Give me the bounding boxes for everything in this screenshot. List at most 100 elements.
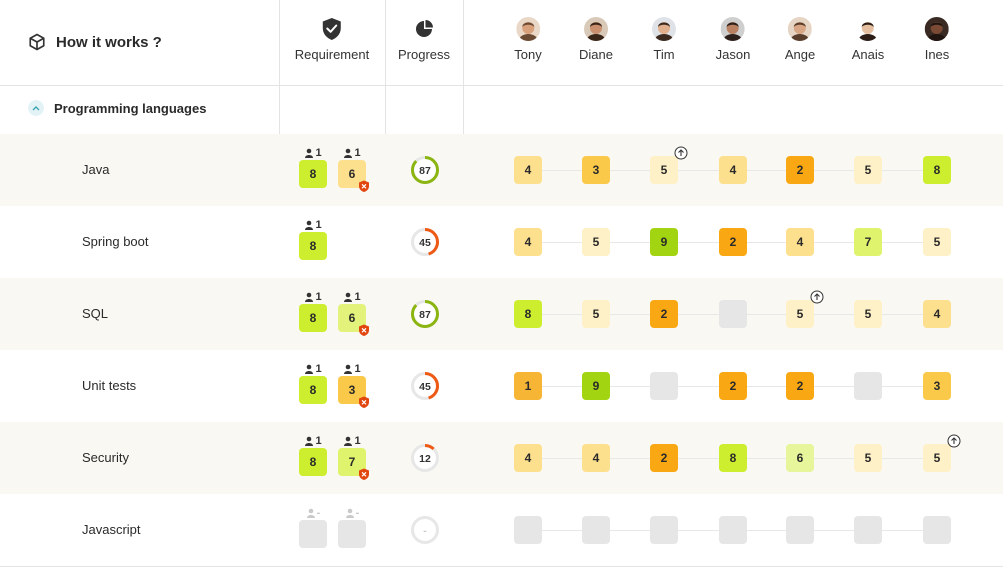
avatar[interactable] bbox=[652, 17, 676, 41]
skill-level-cell[interactable]: 8 bbox=[923, 156, 951, 184]
avatar[interactable] bbox=[720, 17, 745, 41]
skill-level-cell[interactable]: 2 bbox=[650, 300, 678, 328]
skill-level-value: 5 bbox=[864, 307, 872, 321]
skill-level-cell[interactable]: 9 bbox=[650, 228, 678, 256]
skill-level-cell[interactable]: 5 bbox=[786, 290, 824, 328]
requirement-level-value: 8 bbox=[309, 167, 317, 181]
shield-alert-icon bbox=[359, 324, 369, 336]
person-column-header[interactable]: Jason bbox=[716, 17, 750, 62]
skill-level-cell[interactable] bbox=[582, 516, 610, 544]
skill-level-cell[interactable] bbox=[719, 516, 747, 544]
skill-level-cell[interactable]: 5 bbox=[854, 300, 882, 328]
requirement-level-value: 3 bbox=[348, 383, 356, 397]
skill-level-cell[interactable]: 4 bbox=[786, 228, 814, 256]
avatar[interactable] bbox=[516, 17, 540, 41]
skill-level-cell[interactable]: 5 bbox=[854, 444, 882, 472]
avatar[interactable] bbox=[584, 17, 608, 41]
skill-level-cell[interactable] bbox=[854, 516, 882, 544]
person-column-header[interactable]: Diane bbox=[579, 17, 613, 62]
person-column-header[interactable]: Ines bbox=[924, 17, 950, 62]
progress-ring: 45 bbox=[410, 371, 440, 401]
skill-level-cell[interactable] bbox=[923, 516, 951, 544]
requirement-count: 1 bbox=[304, 434, 322, 448]
box-icon bbox=[29, 33, 45, 51]
skill-level-cell[interactable]: 5 bbox=[854, 156, 882, 184]
skill-level-cell[interactable]: 7 bbox=[854, 228, 882, 256]
person-column-header[interactable]: Tony bbox=[514, 17, 542, 62]
group-label: Programming languages bbox=[54, 100, 207, 116]
skill-level-value: 5 bbox=[592, 235, 600, 249]
person-column-header[interactable]: Tim bbox=[652, 17, 676, 62]
person-name: Ines bbox=[924, 47, 950, 62]
skill-level-value: 5 bbox=[796, 307, 804, 321]
person-icon bbox=[305, 220, 314, 230]
avatar[interactable] bbox=[856, 17, 880, 41]
skill-level-cell[interactable]: 2 bbox=[786, 156, 814, 184]
skill-level-cell[interactable]: 5 bbox=[923, 228, 951, 256]
skill-level-cell[interactable] bbox=[719, 300, 747, 328]
arrow-up-circle-icon bbox=[947, 434, 961, 448]
skill-level-cell[interactable] bbox=[514, 516, 542, 544]
skill-level-value: 2 bbox=[796, 163, 804, 177]
avatar[interactable] bbox=[788, 17, 812, 41]
skill-level-cell[interactable]: 5 bbox=[582, 228, 610, 256]
avatar[interactable] bbox=[924, 17, 949, 41]
skill-level-cell[interactable] bbox=[650, 372, 678, 400]
skill-level-value: 8 bbox=[729, 451, 737, 465]
skill-level-cell[interactable] bbox=[650, 516, 678, 544]
page-title-text: How it works ? bbox=[56, 33, 162, 51]
skill-level-cell[interactable]: 5 bbox=[582, 300, 610, 328]
skill-level-cell[interactable]: 4 bbox=[923, 300, 951, 328]
skill-level-cell[interactable]: 3 bbox=[923, 372, 951, 400]
requirement-level bbox=[338, 520, 366, 548]
progress-label: Progress bbox=[397, 47, 451, 62]
person-column-header[interactable]: Ange bbox=[785, 17, 815, 62]
person-icon bbox=[344, 148, 353, 158]
skill-level-cell[interactable]: 2 bbox=[719, 372, 747, 400]
requirement-count-value: 1 bbox=[315, 147, 322, 159]
skill-level-cell[interactable]: 6 bbox=[786, 444, 814, 472]
skill-level-cell[interactable]: 2 bbox=[650, 444, 678, 472]
person-name: Anais bbox=[851, 47, 885, 62]
skill-level-value: 3 bbox=[933, 379, 941, 393]
skill-level-cell[interactable]: 4 bbox=[582, 444, 610, 472]
requirement-count: - bbox=[306, 506, 320, 520]
group-programming-languages[interactable]: Programming languages bbox=[28, 100, 206, 116]
progress-value: 12 bbox=[419, 453, 431, 465]
skill-level-cell[interactable]: 2 bbox=[719, 228, 747, 256]
skill-level-cell[interactable]: 1 bbox=[514, 372, 542, 400]
person-column-header[interactable]: Anais bbox=[851, 17, 885, 62]
skill-level-cell[interactable]: 5 bbox=[650, 146, 688, 184]
skill-level-cell[interactable]: 4 bbox=[514, 228, 542, 256]
skill-level-cell[interactable]: 9 bbox=[582, 372, 610, 400]
person-icon bbox=[305, 436, 314, 446]
skill-level-cell[interactable]: 8 bbox=[514, 300, 542, 328]
requirement-level: 7 bbox=[338, 448, 369, 480]
requirement-item[interactable]: - bbox=[338, 506, 366, 548]
chevron-up-icon[interactable] bbox=[28, 100, 44, 116]
skill-level-cell[interactable]: 4 bbox=[719, 156, 747, 184]
skill-level-cell[interactable] bbox=[854, 372, 882, 400]
skill-level-value: 4 bbox=[524, 235, 532, 249]
skill-level-cell[interactable]: 2 bbox=[786, 372, 814, 400]
skill-level-cell[interactable]: 8 bbox=[719, 444, 747, 472]
skill-level-value: 4 bbox=[933, 307, 941, 321]
skill-level-cell[interactable]: 4 bbox=[514, 156, 542, 184]
skill-level-cell[interactable]: 3 bbox=[582, 156, 610, 184]
skill-name: Javascript bbox=[82, 522, 141, 537]
skill-level-cell[interactable]: 5 bbox=[923, 434, 961, 472]
requirement-level-value: 8 bbox=[309, 311, 317, 325]
person-icon bbox=[306, 508, 315, 518]
skill-level-cell[interactable] bbox=[786, 516, 814, 544]
requirement-item[interactable]: - bbox=[299, 506, 327, 548]
skill-level-cell[interactable]: 4 bbox=[514, 444, 542, 472]
